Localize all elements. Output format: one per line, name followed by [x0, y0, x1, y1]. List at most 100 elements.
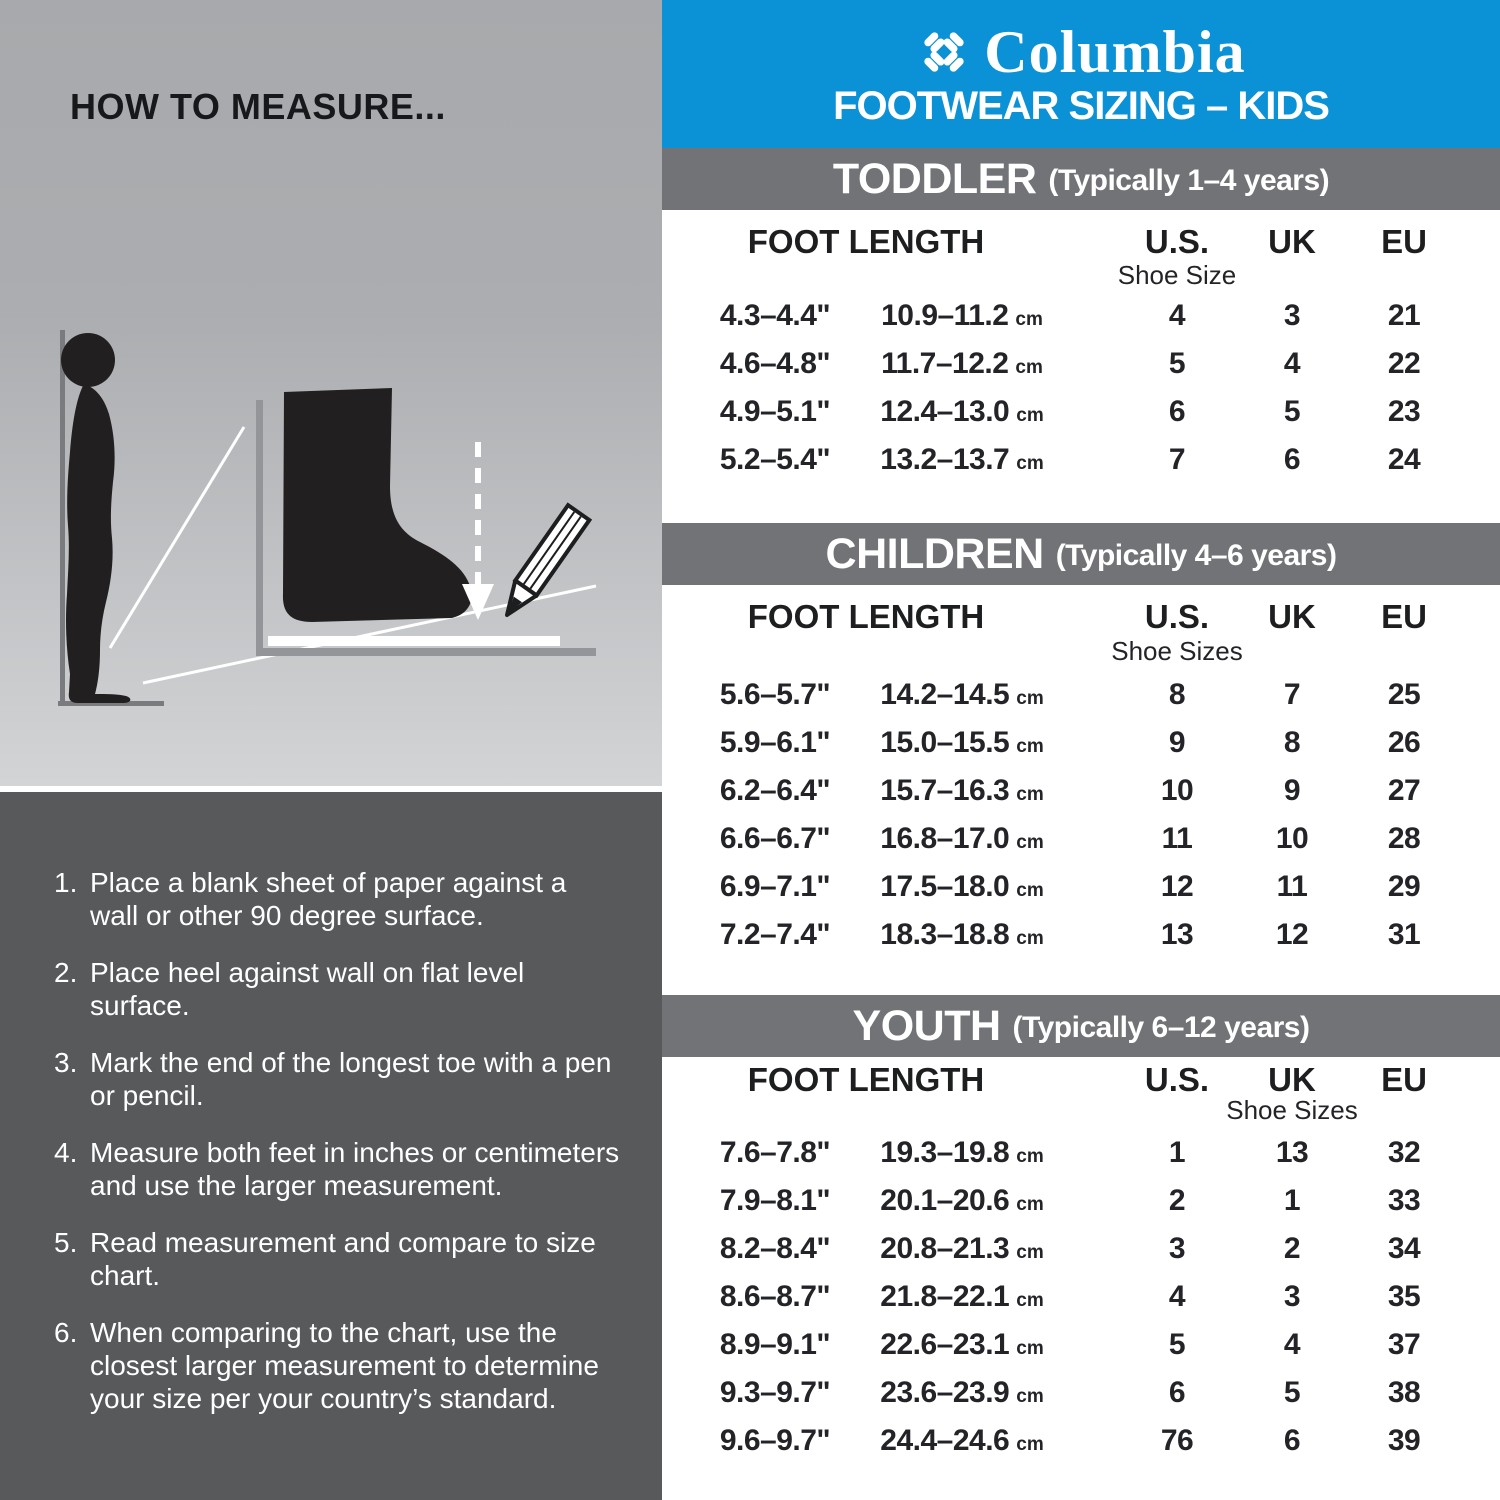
panel-divider	[0, 786, 662, 792]
cell-foot-length-cm: 23.6–23.9 cm	[880, 1376, 1044, 1409]
cell-foot-length-in: 5.2–5.4"	[719, 443, 831, 476]
cell-foot-length-in: 5.6–5.7"	[719, 678, 831, 711]
instruction-number: 2.	[54, 957, 78, 988]
table-row: 6.6–6.7" 16.8–17.0 cm 11 10 28	[662, 815, 1500, 863]
brand-header: Columbia FOOTWEAR SIZING – KIDS	[662, 0, 1500, 148]
cell-eu-size: 24	[1387, 443, 1421, 476]
table-row: 5.9–6.1" 15.0–15.5 cm 9 8 26	[662, 719, 1500, 767]
cell-uk-size: 3	[1283, 299, 1301, 332]
cell-eu-size: 34	[1387, 1232, 1421, 1265]
unit-label: cm	[1016, 1194, 1044, 1215]
unit-label: cm	[1016, 1338, 1044, 1359]
person-silhouette-icon	[66, 384, 131, 703]
cell-foot-length-in: 7.6–7.8"	[719, 1136, 831, 1169]
col-subheader-shoe-sizes: Shoe Sizes	[1226, 1095, 1358, 1125]
instruction-text: Measure both feet in inches or centimete…	[90, 1137, 620, 1201]
cell-foot-length-cm: 19.3–19.8 cm	[880, 1136, 1044, 1169]
cell-us-size: 8	[1168, 678, 1186, 711]
cell-uk-size: 5	[1283, 395, 1301, 428]
table-header-row: FOOT LENGTH U.S. UK EU Shoe Sizes	[662, 585, 1500, 671]
cell-uk-size: 10	[1275, 822, 1309, 855]
instruction-number: 5.	[54, 1227, 78, 1258]
cell-foot-length-cm: 18.3–18.8 cm	[880, 918, 1044, 951]
instruction-item-1: 1. Place a blank sheet of paper against …	[54, 866, 636, 932]
cell-uk-size: 11	[1276, 870, 1308, 903]
col-header-us: U.S.	[1144, 598, 1210, 635]
col-subheader-shoe-sizes: Shoe Sizes	[1111, 636, 1243, 666]
section-age-range: (Typically 6–12 years)	[1012, 1010, 1310, 1044]
table-row: 6.2–6.4" 15.7–16.3 cm 10 9 27	[662, 767, 1500, 815]
cell-foot-length-in: 7.9–8.1"	[719, 1184, 831, 1217]
sizing-chart-panel: Columbia FOOTWEAR SIZING – KIDS TODDLER …	[662, 0, 1500, 1500]
table-row: 6.9–7.1" 17.5–18.0 cm 12 11 29	[662, 863, 1500, 911]
cell-foot-length-in: 8.6–8.7"	[719, 1280, 831, 1313]
table-row: 7.6–7.8" 19.3–19.8 cm 1 13 32	[662, 1129, 1500, 1177]
unit-label: cm	[1016, 1242, 1044, 1263]
table-row: 8.2–8.4" 20.8–21.3 cm 3 2 34	[662, 1225, 1500, 1273]
unit-label: cm	[1016, 688, 1044, 709]
cell-eu-size: 27	[1387, 774, 1421, 807]
cell-us-size: 4	[1168, 299, 1186, 332]
unit-label: cm	[1015, 357, 1043, 378]
instruction-number: 4.	[54, 1137, 78, 1168]
corner-wall-line	[256, 400, 263, 654]
unit-label: cm	[1016, 928, 1044, 949]
col-header-eu: EU	[1381, 598, 1427, 635]
cell-us-size: 7	[1168, 443, 1186, 476]
table-row: 8.9–9.1" 22.6–23.1 cm 5 4 37	[662, 1321, 1500, 1369]
cell-foot-length-cm: 12.4–13.0 cm	[880, 395, 1044, 428]
measure-illustration-section: HOW TO MEASURE...	[0, 0, 662, 786]
how-to-measure-title: HOW TO MEASURE...	[70, 86, 446, 127]
toddler-size-table: FOOT LENGTH U.S. UK EU Shoe Size 4.3–4.4…	[662, 210, 1500, 484]
cell-foot-length-cm: 15.7–16.3 cm	[880, 774, 1044, 807]
cell-us-size: 1	[1168, 1136, 1186, 1169]
cell-uk-size: 3	[1283, 1280, 1301, 1313]
wall-line	[60, 330, 65, 706]
cell-foot-length-in: 4.9–5.1"	[719, 395, 831, 428]
cell-uk-size: 6	[1283, 1424, 1301, 1457]
cell-foot-length-in: 6.6–6.7"	[719, 822, 831, 855]
how-to-measure-panel: HOW TO MEASURE...	[0, 0, 662, 1500]
cell-foot-length-cm: 20.8–21.3 cm	[880, 1232, 1044, 1265]
cell-foot-length-cm: 17.5–18.0 cm	[880, 870, 1044, 903]
table-row: 5.6–5.7" 14.2–14.5 cm 8 7 25	[662, 671, 1500, 719]
instruction-text: Place heel against wall on flat level su…	[90, 957, 525, 1021]
cell-foot-length-cm: 20.1–20.6 cm	[880, 1184, 1044, 1217]
cell-foot-length-in: 5.9–6.1"	[719, 726, 831, 759]
cell-us-size: 10	[1160, 774, 1194, 807]
cell-uk-size: 13	[1275, 1136, 1309, 1169]
cell-uk-size: 6	[1283, 443, 1301, 476]
table-row: 7.2–7.4" 18.3–18.8 cm 13 12 31	[662, 911, 1500, 959]
col-header-eu: EU	[1381, 1061, 1427, 1098]
unit-label: cm	[1016, 736, 1044, 757]
cell-foot-length-cm: 10.9–11.2 cm	[881, 299, 1043, 332]
cell-uk-size: 8	[1283, 726, 1301, 759]
instruction-text: Mark the end of the longest toe with a p…	[90, 1047, 612, 1111]
cell-us-size: 5	[1168, 347, 1186, 380]
measure-arrow-head	[462, 584, 494, 620]
cell-eu-size: 31	[1387, 918, 1421, 951]
cell-us-size: 11	[1161, 822, 1193, 855]
table-header-row: FOOT LENGTH U.S. UK EU Shoe Sizes	[662, 1057, 1500, 1129]
pencil-icon	[505, 502, 593, 617]
magnify-line-upper	[108, 426, 246, 649]
youth-size-table: FOOT LENGTH U.S. UK EU Shoe Sizes 7.6–7.…	[662, 1057, 1500, 1465]
table-row: 7.9–8.1" 20.1–20.6 cm 2 1 33	[662, 1177, 1500, 1225]
cell-us-size: 2	[1168, 1184, 1186, 1217]
cell-us-size: 6	[1168, 1376, 1186, 1409]
cell-foot-length-cm: 15.0–15.5 cm	[880, 726, 1044, 759]
unit-label: cm	[1015, 309, 1043, 330]
cell-foot-length-cm: 11.7–12.2 cm	[881, 347, 1043, 380]
measurement-illustration	[58, 330, 597, 706]
unit-label: cm	[1016, 405, 1044, 426]
cell-foot-length-in: 4.3–4.4"	[719, 299, 831, 332]
person-head	[61, 333, 115, 387]
unit-label: cm	[1016, 880, 1044, 901]
cell-uk-size: 7	[1283, 678, 1301, 711]
col-header-eu: EU	[1381, 223, 1427, 260]
instruction-text: Read measurement and compare to size cha…	[90, 1227, 596, 1291]
cell-eu-size: 39	[1387, 1424, 1421, 1457]
cell-eu-size: 38	[1387, 1376, 1421, 1409]
instruction-text: When comparing to the chart, use the clo…	[90, 1317, 599, 1414]
cell-us-size: 13	[1160, 918, 1194, 951]
